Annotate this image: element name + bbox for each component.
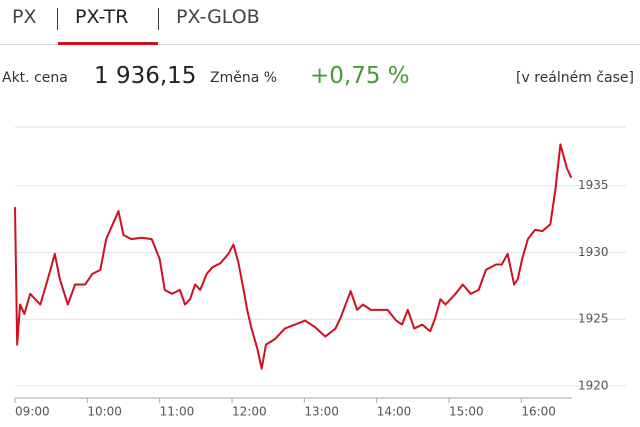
y-tick-label: 1930 xyxy=(578,245,609,259)
separator xyxy=(57,8,58,30)
y-tick-label: 1920 xyxy=(578,378,609,392)
change-label: Změna % xyxy=(210,70,278,86)
x-tick-label: 14:00 xyxy=(377,405,412,419)
x-tick-label: 13:00 xyxy=(304,405,339,419)
price-line xyxy=(14,143,573,370)
x-tick-label: 09:00 xyxy=(15,405,50,419)
tab[interactable]: PX xyxy=(12,6,37,28)
active-underline xyxy=(58,42,158,45)
y-tick-label: 1935 xyxy=(578,178,609,192)
realtime-note: [v reálném čase] xyxy=(516,70,634,86)
y-tick-label: 1925 xyxy=(578,312,609,326)
separator xyxy=(158,8,159,30)
x-tick-label: 12:00 xyxy=(232,405,267,419)
price: 1 936,15 xyxy=(94,63,197,89)
tab-divider xyxy=(0,44,640,45)
x-tick-label: 10:00 xyxy=(87,405,122,419)
tab[interactable]: PX-GLOB xyxy=(176,6,260,28)
x-tick-label: 16:00 xyxy=(521,405,556,419)
x-tick-label: 15:00 xyxy=(449,405,484,419)
price-label: Akt. cena xyxy=(2,70,68,86)
x-tick-label: 11:00 xyxy=(160,405,195,419)
change: +0,75 % xyxy=(310,63,410,89)
tab-active[interactable]: PX-TR xyxy=(75,6,129,28)
